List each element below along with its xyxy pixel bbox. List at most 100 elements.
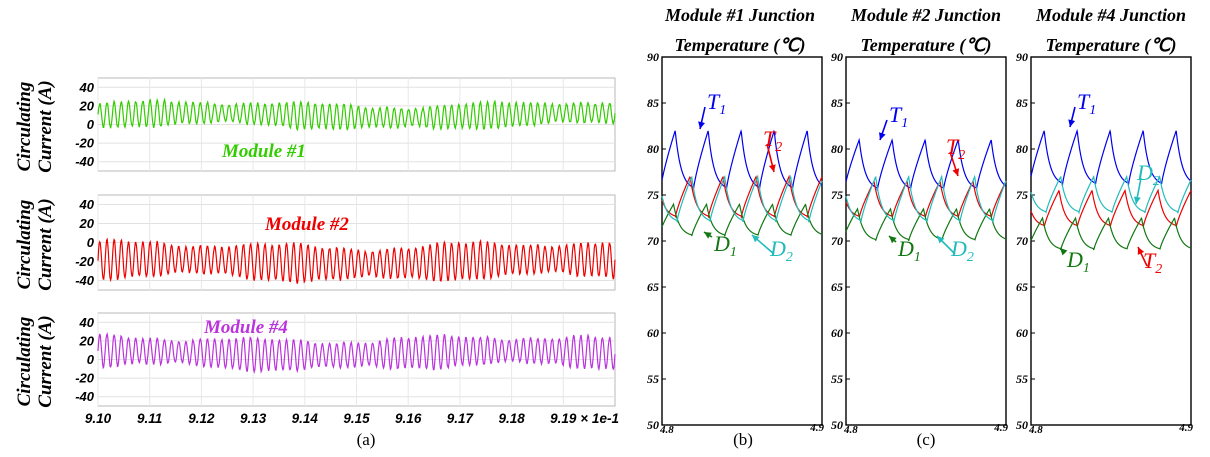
temperature-curve-D2: [1030, 174, 1192, 215]
annotation-T1: T1: [1077, 89, 1096, 118]
panel-frame: [845, 56, 1007, 426]
temperature-panel-1: Module #1 Junction Temperature (℃) 90 85 80 7…: [647, 5, 825, 449]
x-tick-label: 4.8: [659, 424, 674, 436]
temperature-curve-D2: [845, 174, 1007, 224]
panel-title-line1: Module #4 Junction: [1035, 5, 1186, 25]
y-tick-label: 55: [647, 372, 659, 386]
y-tick-label: 65: [647, 280, 659, 294]
current-waveform-3: [97, 331, 616, 374]
y-tick-label: 60: [1016, 326, 1028, 340]
temperature-curve-D1: [661, 202, 823, 237]
y-tick-label: -40: [75, 273, 95, 288]
x-tick-label: 9.14: [292, 411, 319, 426]
module-label: Module #2: [264, 214, 349, 235]
annotation-D2: D2: [769, 236, 793, 265]
panel-title-line1: Module #2 Junction: [850, 5, 1001, 25]
y-tick-label: 80: [647, 142, 659, 156]
y-tick-label: 70: [831, 234, 843, 248]
y-axis-label-line2: Current (A): [35, 198, 56, 290]
y-tick-label: 85: [1016, 96, 1028, 110]
annotation-arrow-D1: [888, 235, 897, 244]
y-tick-label: -20: [75, 136, 95, 151]
y-tick-label: 50: [647, 418, 659, 432]
temperature-panel-3: Module #4 Junction Temperature (℃) 90 85 80 7…: [1016, 5, 1194, 436]
module-label: Module #1: [221, 141, 306, 162]
panel-frame: [661, 56, 823, 426]
y-tick-label: 20: [79, 216, 95, 231]
x-tick-label: 9.15: [343, 411, 370, 426]
y-tick-label: -20: [75, 371, 95, 386]
x-tick-label: 9.11: [137, 411, 162, 426]
annotation-arrow-D1: [1059, 247, 1068, 256]
temperature-curve-D2: [661, 174, 823, 224]
y-tick-label: 75: [647, 188, 659, 202]
annotation-arrow-T2: [949, 151, 960, 177]
annotation-T1: T1: [707, 89, 726, 118]
current-subplot-2: 40 20 0 -20 -40 Module #2 Circulating Current (…: [14, 194, 616, 291]
y-axis-label-line2: Current (A): [35, 315, 56, 407]
y-tick-label: 20: [79, 98, 95, 113]
y-axis-label: Circulating Current (A): [14, 198, 56, 290]
panel-title-line2: Temperature (℃): [860, 35, 991, 56]
y-tick-label: 60: [647, 326, 659, 340]
panel-title-line2: Temperature (℃): [674, 35, 805, 56]
current-waveform-2: [97, 237, 616, 284]
y-axis-label: Circulating Current (A): [14, 315, 56, 407]
annotation-arrow-T1: [698, 106, 706, 130]
current-subplot-1: 40 20 0 -20 -40 Module #1 Circulating Current (…: [14, 77, 616, 173]
x-tick-label: 9.19: [550, 411, 577, 426]
y-tick-label: 75: [1016, 188, 1028, 202]
x-tick-label: 9.13: [240, 411, 267, 426]
annotation-arrow-D1: [703, 231, 713, 239]
y-tick-label: 40: [79, 197, 95, 212]
y-axis-label-line1: Circulating: [14, 317, 35, 407]
panel-title-line1: Module #1 Junction: [664, 5, 815, 25]
annotation-arrow-D2: [1133, 177, 1142, 205]
y-tick-label: 0: [87, 352, 95, 367]
y-tick-label: 85: [831, 96, 843, 110]
y-axis-label-line2: Current (A): [35, 80, 56, 172]
temperature-curve-T2: [1030, 188, 1192, 229]
annotation-arrow-T1: [879, 119, 888, 141]
x-tick-label: 4.8: [843, 424, 858, 436]
y-axis-label: Circulating Current (A): [14, 80, 56, 172]
y-tick-label: 65: [831, 280, 843, 294]
temperature-curve-D1: [1030, 216, 1192, 251]
panel-caption: (b): [733, 430, 753, 449]
panel-title-line2: Temperature (℃): [1045, 35, 1176, 56]
y-axis-label-line1: Circulating: [14, 200, 35, 290]
module-label: Module #4: [203, 317, 288, 338]
annotation-D2: D2: [950, 236, 974, 265]
x-tick-label: 9.12: [188, 411, 215, 426]
y-tick-label: 55: [831, 372, 843, 386]
x-tick-label: 9.18: [498, 411, 525, 426]
annotation-T2: T2: [1143, 248, 1162, 277]
y-tick-label: 65: [1016, 280, 1028, 294]
x-tick-label: 9.16: [395, 411, 422, 426]
annotation-arrow-D2: [751, 234, 775, 255]
annotation-arrow-T1: [1068, 106, 1076, 128]
x-tick-label: 4.9: [993, 422, 1008, 434]
y-axis-label-line1: Circulating: [14, 82, 35, 172]
panel-frame: [1030, 56, 1192, 426]
annotation-D1: D1: [1066, 247, 1090, 276]
y-tick-label: 90: [831, 50, 843, 64]
y-tick-label: 75: [831, 188, 843, 202]
y-tick-label: -40: [75, 389, 95, 404]
y-tick-label: 0: [87, 235, 95, 250]
y-tick-label: 20: [79, 333, 95, 348]
y-tick-label: 90: [1016, 50, 1028, 64]
x-tick-label: 4.9: [1178, 422, 1193, 434]
y-tick-label: -20: [75, 254, 95, 269]
y-tick-label: 50: [1016, 418, 1028, 432]
panel-caption-a: (a): [357, 430, 376, 449]
y-tick-label: 40: [79, 315, 95, 330]
x-tick-label: 9.17: [447, 411, 475, 426]
y-tick-label: 70: [1016, 234, 1028, 248]
current-subplot-3: 40 20 0 -20 -40 Module #4 Circulating Current (…: [14, 312, 616, 408]
x-multiplier-label: × 1e-1: [580, 411, 619, 426]
x-tick-label: 9.10: [85, 411, 112, 426]
annotation-D1: D1: [713, 231, 737, 260]
temperature-panel-2: Module #2 Junction Temperature (℃) 90 85 80 7…: [831, 5, 1009, 449]
